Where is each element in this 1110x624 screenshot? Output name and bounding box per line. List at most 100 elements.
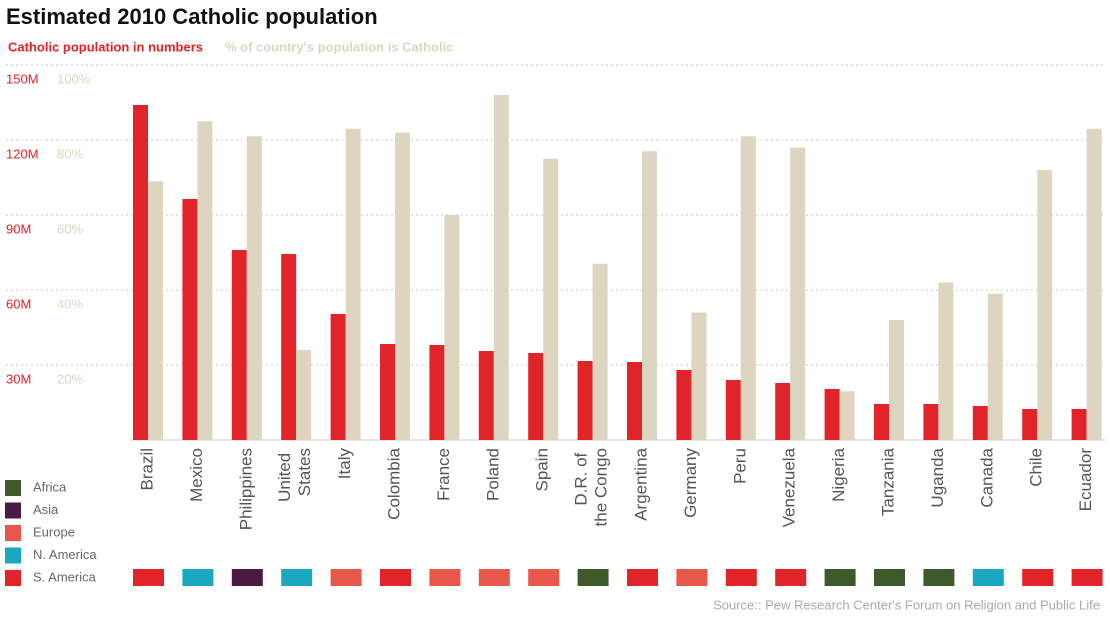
bar [642, 151, 657, 440]
region-swatch [923, 569, 955, 586]
x-tick-label: France [434, 448, 453, 501]
region-swatch [231, 569, 263, 586]
x-tick-label: Peru [730, 448, 749, 484]
y2-tick-label: 80% [57, 146, 83, 161]
region-swatch [824, 569, 856, 586]
x-tick-group: Peru [730, 448, 749, 484]
region-swatch [972, 569, 1004, 586]
x-tick-label: Mexico [187, 448, 206, 502]
bar [395, 132, 410, 440]
bar [790, 147, 806, 440]
x-tick-label: Nigeria [829, 447, 848, 501]
bar [231, 250, 247, 440]
bar [740, 136, 756, 440]
bar [330, 314, 346, 440]
region-legend-label: Asia [33, 502, 59, 517]
region-swatch [775, 569, 807, 586]
region-legend-swatch [5, 525, 21, 541]
x-tick-group: Spain [533, 448, 552, 491]
x-tick-group: Tanzania [878, 447, 897, 516]
bar [725, 380, 741, 440]
bar [775, 383, 791, 440]
region-swatch [478, 569, 510, 586]
bar [429, 345, 445, 440]
bar [543, 158, 559, 440]
region-legend-label: Africa [33, 479, 67, 494]
region-swatch [874, 569, 905, 586]
bar [133, 105, 148, 440]
x-tick-label: Italy [335, 448, 354, 480]
x-tick-group: France [434, 448, 453, 501]
bar [345, 128, 361, 440]
bar [493, 95, 509, 440]
x-tick-label: Uganda [928, 447, 947, 507]
chart-title: Estimated 2010 Catholic population [6, 4, 378, 29]
y-tick-label: 60M [6, 296, 31, 311]
bar [923, 404, 939, 440]
bar [676, 370, 692, 440]
bar [824, 389, 840, 440]
bar [1086, 128, 1102, 440]
bar [889, 320, 904, 440]
region-swatch [577, 569, 609, 586]
x-tick-group: Argentina [631, 447, 650, 520]
bar [987, 293, 1003, 440]
bar [691, 312, 707, 440]
region-swatch [627, 569, 658, 586]
bar [444, 215, 460, 440]
x-tick-group: Mexico [187, 448, 206, 502]
bar [182, 199, 198, 440]
region-swatch [133, 569, 164, 586]
bar [577, 361, 593, 440]
y-tick-label: 150M [6, 71, 39, 86]
bar [1071, 409, 1087, 440]
x-tick-label: Germany [681, 448, 700, 518]
x-tick-group: Poland [483, 448, 502, 501]
x-tick-label: Chile [1027, 448, 1046, 487]
region-legend-swatch [5, 480, 21, 496]
region-legend-label: N. America [33, 547, 97, 562]
y2-tick-label: 60% [57, 221, 83, 236]
bar [197, 121, 213, 440]
bar [478, 351, 494, 440]
x-tick-group: Nigeria [829, 447, 848, 501]
x-tick-label: United States [276, 448, 315, 502]
x-tick-group: Uganda [928, 447, 947, 507]
region-swatch [380, 569, 411, 586]
bar [528, 353, 544, 440]
x-tick-group: Venezuela [780, 447, 799, 527]
y2-tick-label: 100% [57, 71, 91, 86]
x-tick-group: Philippines [236, 448, 255, 530]
legend-label: % of country's population is Catholic [225, 39, 453, 54]
region-legend-label: Europe [33, 524, 75, 539]
bar [296, 350, 312, 440]
source: Source:: Pew Research Center's Forum on … [713, 597, 1100, 612]
x-tick-group: Italy [335, 448, 354, 480]
y-tick-label: 30M [6, 371, 31, 386]
bar [246, 136, 262, 440]
region-legend-swatch [5, 547, 21, 564]
region-swatch [1022, 569, 1054, 586]
region-swatch [281, 569, 313, 586]
region-legend-label: S. America [33, 569, 97, 584]
bar [627, 362, 642, 440]
x-tick-label: D.R. of the Congo [572, 448, 611, 526]
region-legend-swatch [5, 570, 21, 586]
region-swatch [182, 569, 214, 586]
region-swatch [429, 569, 461, 586]
x-tick-group: Ecuador [1076, 448, 1095, 512]
x-tick-group: Brazil [137, 448, 156, 491]
y-tick-label: 120M [6, 146, 39, 161]
bar [839, 391, 855, 440]
x-tick-label: Venezuela [780, 447, 799, 527]
x-tick-label: Ecuador [1076, 448, 1095, 512]
legend-label: Catholic population in numbers [8, 39, 203, 54]
x-tick-group: Chile [1027, 448, 1046, 487]
region-swatch [330, 569, 362, 586]
x-tick-label: Canada [977, 447, 996, 507]
x-tick-group: United States [276, 448, 315, 502]
region-swatch [528, 569, 560, 586]
x-tick-label: Tanzania [878, 447, 897, 516]
x-tick-label: Argentina [631, 447, 650, 520]
x-tick-group: D.R. of the Congo [572, 448, 611, 526]
